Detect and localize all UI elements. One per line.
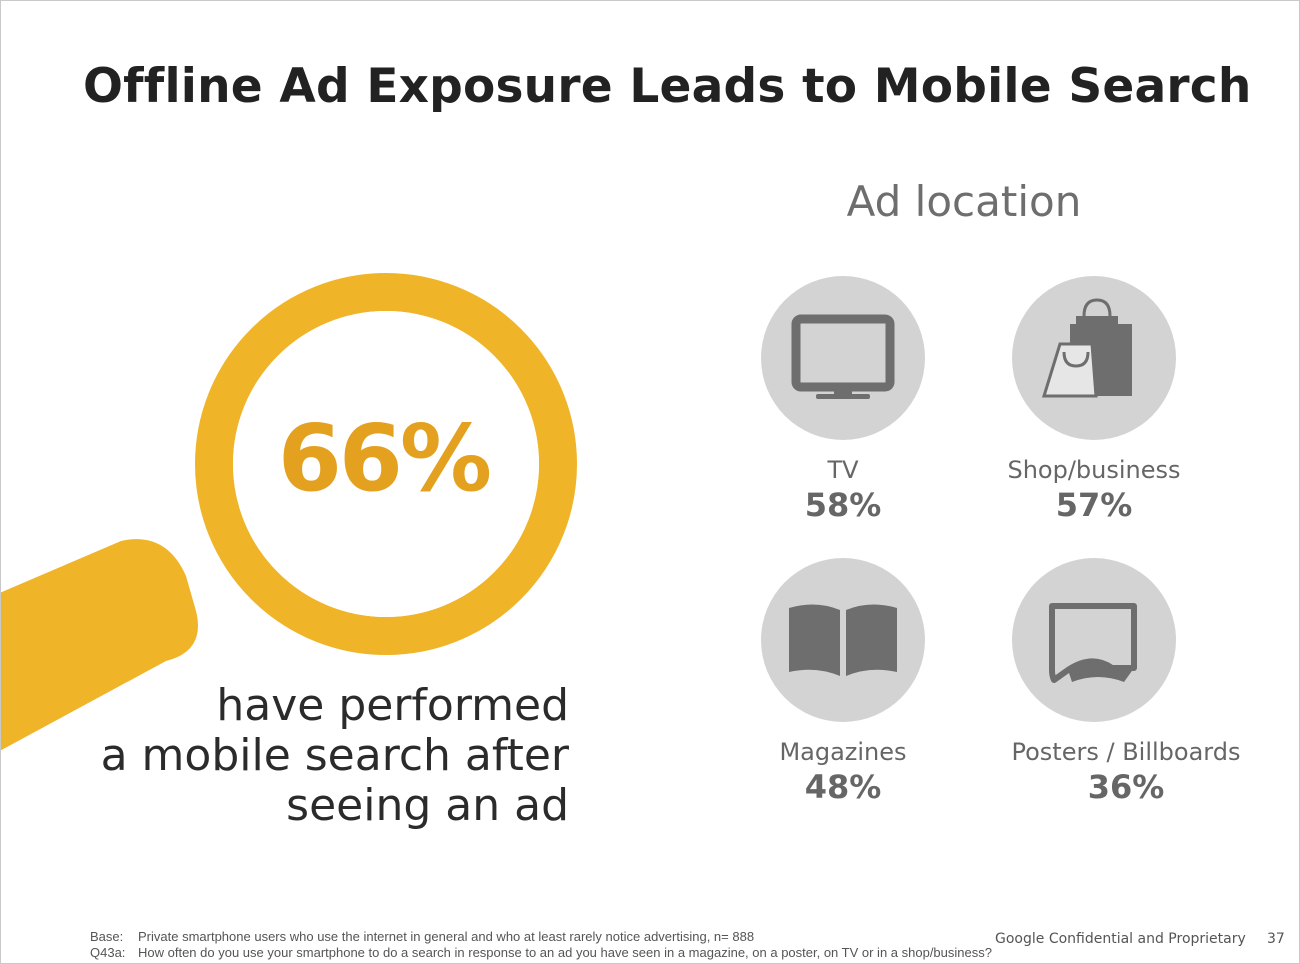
page-number: 37: [1267, 931, 1285, 947]
shopping-bags-icon-circle: [1012, 276, 1176, 440]
magnifying-glass-icon: [1, 273, 577, 751]
footnote-question: Q43a: How often do you use your smartphon…: [90, 945, 992, 960]
ad-location-shop: Shop/business 57%: [944, 276, 1244, 526]
ad-location-value: 58%: [804, 486, 882, 524]
ad-location-tv: TV 58%: [693, 276, 993, 526]
ad-location-label: Shop/business: [1007, 456, 1181, 484]
headline-stat: 66%: [277, 405, 492, 512]
slide-title: Offline Ad Exposure Leads to Mobile Sear…: [83, 59, 1252, 114]
poster-icon: [1049, 603, 1137, 683]
tv-icon-circle: [761, 276, 925, 440]
ad-location-value: 57%: [1055, 486, 1133, 524]
ad-location-heading: Ad location: [846, 177, 1082, 226]
confidential-notice: Google Confidential and Proprietary: [995, 931, 1246, 947]
headline-caption: have performed a mobile search after see…: [61, 681, 569, 831]
ad-location-magazines: Magazines 48%: [693, 558, 993, 808]
footnote-question-key: Q43a:: [90, 945, 126, 960]
ad-location-value: 36%: [1087, 768, 1165, 806]
ad-location-label: TV: [827, 456, 859, 484]
shopping-bags-icon: [1041, 298, 1132, 398]
poster-icon-circle: [1012, 558, 1176, 722]
footnote-base-text: Private smartphone users who use the int…: [138, 929, 755, 944]
footnote-base: Base: Private smartphone users who use th…: [90, 929, 754, 944]
headline-caption-line: seeing an ad: [286, 780, 569, 831]
headline-caption-line: have performed: [216, 680, 569, 731]
tv-icon: [791, 314, 895, 399]
open-book-icon-circle: [761, 558, 925, 722]
headline-caption-line: a mobile search after: [100, 730, 569, 781]
ad-location-label: Posters / Billboards: [1011, 738, 1241, 766]
ad-location-value: 48%: [804, 768, 882, 806]
ad-location-posters: Posters / Billboards 36%: [944, 558, 1299, 808]
footnote-base-key: Base:: [90, 929, 124, 944]
open-book-icon: [789, 604, 897, 676]
footnote-question-text: How often do you use your smartphone to …: [138, 945, 992, 960]
ad-location-label: Magazines: [779, 738, 907, 766]
